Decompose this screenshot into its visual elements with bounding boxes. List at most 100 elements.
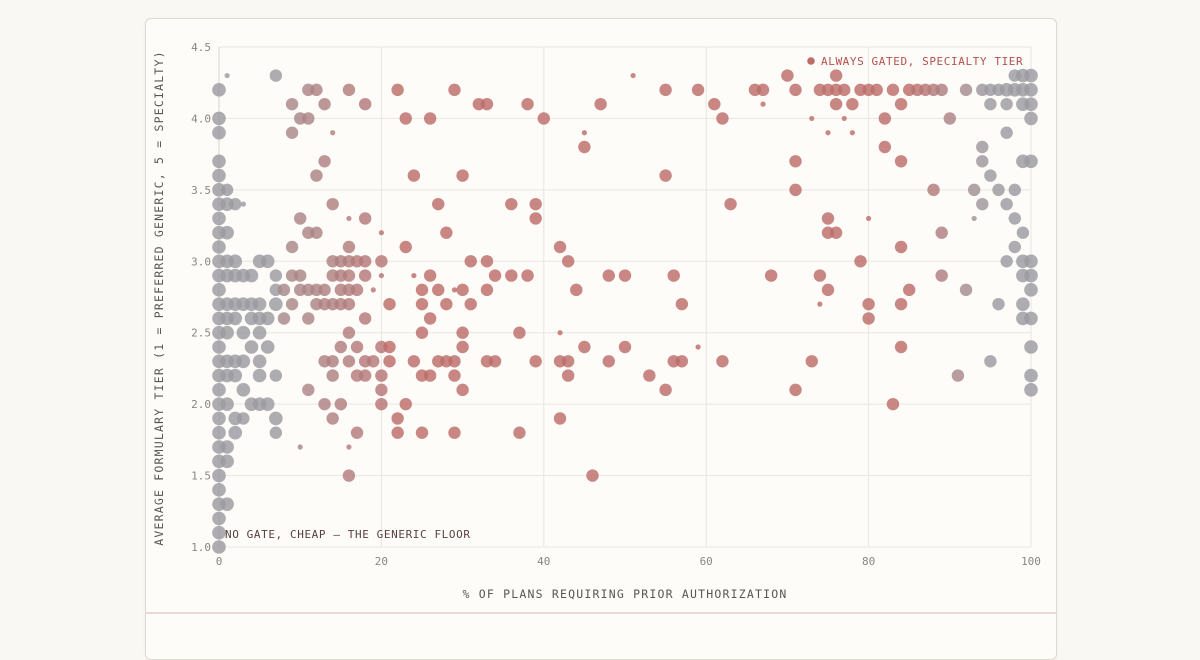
data-point: [415, 297, 429, 311]
data-point: [886, 397, 900, 411]
data-point: [1024, 268, 1038, 283]
data-point: [513, 326, 526, 339]
data-point: [212, 540, 226, 554]
data-point: [894, 240, 908, 254]
data-point: [212, 483, 226, 497]
data-point: [220, 497, 234, 511]
data-point: [935, 83, 948, 97]
data-point: [578, 140, 591, 154]
data-point: [789, 183, 802, 197]
data-point: [411, 272, 417, 279]
data-point: [358, 97, 372, 111]
data-point: [220, 325, 234, 340]
data-point: [383, 355, 396, 368]
y-tick-label: 2.5: [191, 327, 211, 340]
data-point: [224, 72, 230, 79]
data-point: [244, 268, 259, 283]
data-point: [943, 112, 956, 125]
data-point: [220, 454, 234, 469]
data-point: [310, 226, 323, 239]
data-point: [935, 269, 948, 282]
data-point: [1008, 183, 1021, 197]
data-point: [212, 283, 226, 297]
data-point: [212, 525, 226, 540]
data-point: [456, 383, 469, 397]
annotation-top-right: ALWAYS GATED, SPECIALTY TIER: [821, 55, 1023, 68]
data-point: [529, 197, 542, 211]
data-point: [553, 412, 567, 425]
data-point: [1024, 383, 1038, 397]
card-bottom-rule: [145, 612, 1056, 614]
data-point: [586, 469, 599, 482]
data-point: [1024, 154, 1038, 169]
data-point: [440, 226, 453, 239]
data-point: [959, 83, 973, 97]
data-point: [358, 255, 372, 268]
data-point: [561, 369, 575, 382]
data-point: [675, 297, 689, 311]
data-point: [894, 155, 908, 168]
data-point: [334, 340, 347, 354]
data-point: [342, 269, 356, 282]
data-point: [695, 344, 701, 350]
tick-labels: 0 20 40 60 80 100 1.0 1.5 2.0 2.5 3.0 3.5 4.0 4.5: [191, 41, 1041, 568]
data-point: [764, 269, 778, 282]
x-tick-label: 40: [537, 555, 550, 568]
grid-lines: [218, 46, 1032, 548]
data-point: [789, 83, 802, 97]
data-point: [229, 197, 242, 211]
data-point: [252, 368, 267, 383]
data-point: [862, 312, 875, 325]
data-point: [878, 140, 892, 154]
data-point: [240, 201, 246, 207]
data-point: [659, 83, 672, 97]
data-point: [383, 297, 396, 311]
data-point: [976, 197, 989, 211]
data-point: [370, 287, 376, 293]
data-point: [297, 444, 303, 450]
data-point: [716, 112, 729, 125]
data-point: [244, 340, 259, 354]
data-point: [448, 355, 461, 368]
data-point: [212, 83, 226, 97]
data-point: [821, 283, 835, 297]
data-point: [570, 283, 583, 297]
data-point: [829, 226, 843, 239]
data-point: [318, 397, 331, 411]
y-tick-label: 3.5: [191, 184, 211, 197]
data-point: [464, 297, 477, 311]
data-point: [659, 383, 672, 397]
data-point: [310, 83, 323, 97]
data-point: [269, 369, 283, 382]
data-point: [378, 272, 384, 279]
data-point: [346, 444, 352, 450]
data-point: [984, 169, 997, 182]
data-point: [260, 254, 275, 269]
data-point: [854, 255, 867, 268]
data-point: [805, 355, 818, 368]
data-point: [456, 283, 469, 297]
data-point: [330, 130, 336, 136]
data-point: [630, 72, 636, 79]
data-point: [756, 83, 770, 97]
data-point: [708, 97, 721, 111]
data-point: [350, 340, 364, 354]
data-point: [456, 169, 469, 182]
data-point: [269, 269, 283, 282]
data-point: [821, 212, 835, 225]
data-point: [432, 197, 445, 211]
x-axis-title: % OF PLANS REQUIRING PRIOR AUTHORIZATION: [463, 587, 788, 601]
data-point: [277, 283, 291, 297]
data-point: [212, 240, 226, 254]
data-point: [553, 240, 567, 254]
data-point: [269, 426, 283, 439]
x-tick-label: 80: [862, 555, 875, 568]
data-point: [984, 355, 997, 368]
data-point: [927, 183, 940, 197]
data-point: [326, 412, 339, 425]
data-point: [578, 340, 591, 354]
data-point: [212, 125, 226, 140]
data-point: [464, 255, 477, 268]
data-point: [529, 212, 542, 225]
data-point: [448, 426, 461, 439]
